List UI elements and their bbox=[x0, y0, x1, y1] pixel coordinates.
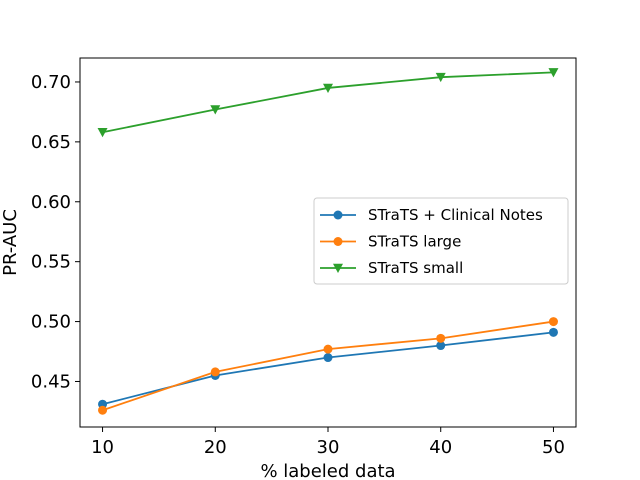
y-tick-label: 0.65 bbox=[31, 132, 71, 153]
y-axis-label: PR-AUC bbox=[0, 209, 21, 276]
legend-label: STraTS large bbox=[368, 233, 461, 251]
series-3 bbox=[97, 68, 559, 138]
y-tick-label: 0.50 bbox=[31, 312, 71, 333]
data-point bbox=[548, 327, 558, 337]
x-tick-label: 40 bbox=[429, 437, 452, 458]
data-point bbox=[97, 128, 108, 138]
data-point bbox=[323, 344, 333, 354]
legend-item-2: STraTS large bbox=[320, 233, 461, 251]
legend: STraTS + Clinical Notes STraTS large STraT… bbox=[313, 197, 569, 285]
series-2 bbox=[98, 317, 558, 415]
x-axis: 10 20 30 40 50 bbox=[91, 427, 565, 458]
series-line bbox=[102, 320, 554, 412]
legend-label: STraTS small bbox=[368, 259, 463, 277]
y-tick-label: 0.60 bbox=[31, 192, 71, 213]
data-point bbox=[435, 72, 446, 83]
y-tick-label: 0.45 bbox=[31, 371, 71, 392]
legend-marker bbox=[333, 210, 343, 220]
x-tick-label: 30 bbox=[317, 437, 340, 458]
data-point bbox=[323, 353, 333, 363]
data-point bbox=[436, 341, 446, 351]
legend-item-1: STraTS + Clinical Notes bbox=[320, 206, 543, 224]
y-axis: 0.45 0.50 0.55 0.60 0.65 0.70 bbox=[31, 72, 80, 392]
data-point bbox=[436, 333, 446, 343]
series-1 bbox=[98, 327, 558, 409]
x-tick-label: 20 bbox=[204, 437, 227, 458]
series-line bbox=[102, 331, 554, 406]
x-tick-label: 10 bbox=[91, 437, 114, 458]
legend-label: STraTS + Clinical Notes bbox=[368, 206, 543, 224]
data-point bbox=[548, 317, 558, 327]
data-point bbox=[98, 405, 108, 415]
series-line bbox=[102, 71, 554, 134]
legend-frame bbox=[313, 197, 569, 285]
x-tick-label: 50 bbox=[542, 437, 565, 458]
series-layer bbox=[97, 68, 559, 415]
x-axis-label: % labeled data bbox=[260, 461, 395, 480]
data-point bbox=[548, 68, 559, 78]
data-point bbox=[210, 367, 220, 377]
legend-marker bbox=[333, 237, 343, 246]
legend-item-3: STraTS small bbox=[320, 259, 463, 277]
y-tick-label: 0.55 bbox=[31, 252, 71, 273]
legend-marker bbox=[333, 263, 343, 273]
data-point bbox=[323, 83, 333, 93]
y-tick-label: 0.70 bbox=[31, 72, 71, 93]
data-point bbox=[210, 105, 221, 115]
